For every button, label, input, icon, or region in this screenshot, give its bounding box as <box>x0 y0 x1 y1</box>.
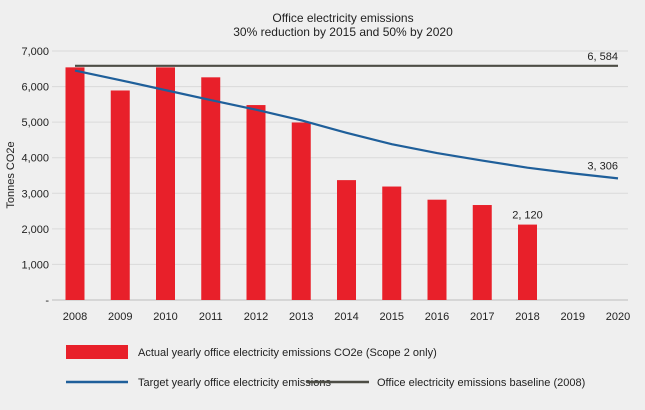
x-tick-label: 2010 <box>153 311 177 323</box>
legend-label-baseline: Office electricity emissions baseline (2… <box>377 377 585 389</box>
bar <box>427 199 447 300</box>
x-tick-label: 2013 <box>289 311 313 323</box>
y-tick-label: 5,000 <box>21 117 49 129</box>
legend-swatch-actual <box>66 345 128 359</box>
x-tick-label: 2020 <box>606 311 630 323</box>
chart-subtitle: 30% reduction by 2015 and 50% by 2020 <box>233 25 453 39</box>
bar-series <box>65 67 537 301</box>
legend-label-target: Target yearly office electricity emissio… <box>138 377 331 389</box>
bar <box>382 186 402 300</box>
x-tick-label: 2012 <box>244 311 268 323</box>
bar <box>156 67 175 300</box>
x-tick-label: 2018 <box>515 311 539 323</box>
bar <box>201 77 221 300</box>
bar <box>291 122 311 301</box>
x-tick-label: 2017 <box>470 311 494 323</box>
annotations: 6, 584 3, 306 2, 120 <box>512 51 618 222</box>
x-tick-label: 2014 <box>334 311 358 323</box>
bar <box>337 180 356 300</box>
legend: Actual yearly office electricity emissio… <box>66 345 585 389</box>
bar <box>110 90 130 300</box>
y-tick-label: 6,000 <box>21 82 49 94</box>
bar <box>65 67 85 300</box>
x-tick-label: 2011 <box>199 311 223 323</box>
y-tick-label: 1,000 <box>21 259 49 271</box>
line-series <box>74 64 619 180</box>
x-tick-label: 2008 <box>63 311 87 323</box>
x-tick-label: 2016 <box>425 311 449 323</box>
y-tick-label: 7,000 <box>21 46 49 58</box>
annotation-label: 2, 120 <box>512 210 543 222</box>
target-line <box>74 69 619 180</box>
annotation-label: 6, 584 <box>587 51 618 63</box>
legend-label-actual: Actual yearly office electricity emissio… <box>138 347 437 359</box>
bar <box>518 224 537 300</box>
x-tick-label: 2009 <box>108 311 132 323</box>
y-tick-label: 4,000 <box>21 153 49 165</box>
x-tick-label: 2015 <box>380 311 404 323</box>
y-tick-label: 3,000 <box>21 188 49 200</box>
bar <box>472 205 492 300</box>
y-tick-labels: - 1,000 2,000 3,000 4,000 5,000 6,000 7,000 <box>21 46 49 307</box>
annotation-label: 3, 306 <box>587 160 618 172</box>
y-tick-label: - <box>45 295 49 307</box>
y-tick-label: 2,000 <box>21 224 49 236</box>
bar <box>246 105 266 300</box>
x-tick-label: 2019 <box>561 311 585 323</box>
y-axis-label: Tonnes CO2e <box>5 141 17 208</box>
chart-title: Office electricity emissions <box>272 11 413 25</box>
x-tick-labels: 2008 2009 2010 2011 2012 2013 2014 2015 2016 2017… <box>63 311 630 323</box>
